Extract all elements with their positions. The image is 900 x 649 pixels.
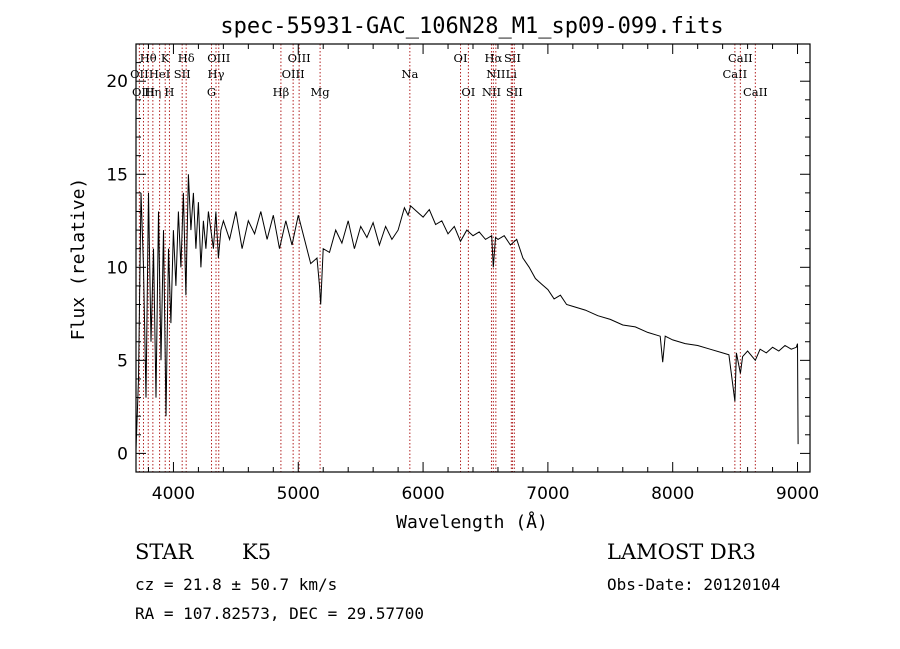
y-axis: 0 5 10 15 20 <box>106 62 810 464</box>
spectral-line-label: Hδ <box>178 51 195 65</box>
x-tick-label: 4000 <box>152 484 195 504</box>
chart-title: spec-55931-GAC_106N28_M1_sp09-099.fits <box>220 14 723 39</box>
spectral-line-label: K <box>161 51 170 65</box>
spectral-line-label: OIII <box>282 67 305 81</box>
y-tick-label: 20 <box>106 72 128 92</box>
spectral-line-label: OII <box>130 67 149 81</box>
spectral-line-label: G <box>207 85 216 99</box>
spectral-line-label: SII <box>504 51 521 65</box>
spectral-line-markers: HθOIIOIIIHηHeIKHSIIHδGHγOIIIHβOIIIOIIIMg… <box>130 44 768 472</box>
object-subclass: K5 <box>242 540 272 564</box>
plot-frame <box>135 43 811 473</box>
x-tick-label: 9000 <box>776 484 819 504</box>
spectral-line-label: NII <box>486 67 505 81</box>
spectral-line-label: CaII <box>722 67 747 81</box>
spectral-line-label: SII <box>506 85 523 99</box>
y-tick-label: 5 <box>117 351 128 371</box>
spectral-line-label: SII <box>174 67 191 81</box>
y-tick-label: 0 <box>117 444 128 464</box>
redshift-velocity: cz = 21.8 ± 50.7 km/s <box>135 575 338 594</box>
spectral-line-label: Hα <box>484 51 502 65</box>
x-tick-label: 6000 <box>401 484 444 504</box>
x-tick-label: 7000 <box>526 484 569 504</box>
y-tick-label: 15 <box>106 165 128 185</box>
y-axis-label: Flux (relative) <box>68 178 89 341</box>
spectral-line-label: NII <box>482 85 501 99</box>
object-class: STAR <box>135 540 194 564</box>
spectral-line-label: Mg <box>311 85 331 99</box>
x-tick-label: 5000 <box>277 484 320 504</box>
spectral-line-label: CaII <box>728 51 753 65</box>
spectral-line-label: OI <box>461 85 475 99</box>
spectral-line-label: OIII <box>207 51 230 65</box>
y-tick-label: 10 <box>106 258 128 278</box>
spectral-line-label: OIII <box>132 85 155 99</box>
spectral-line-label: Hβ <box>273 85 290 99</box>
spectral-line-label: Na <box>401 67 418 81</box>
spectral-line-label: OI <box>454 51 468 65</box>
spectral-line-label: H <box>164 85 174 99</box>
x-axis-label: Wavelength (Å) <box>396 511 548 533</box>
coordinates: RA = 107.82573, DEC = 29.57700 <box>135 604 424 623</box>
spectral-line-label: HeI <box>149 67 170 81</box>
spectral-line-label: OIII <box>288 51 311 65</box>
spectral-line-label: Hγ <box>208 67 225 81</box>
spectral-line-label: Li <box>506 67 518 81</box>
spectral-line-label: Hθ <box>140 51 157 65</box>
spectral-line-label: CaII <box>743 85 768 99</box>
x-axis: 4000 5000 6000 7000 8000 9000 <box>147 44 819 504</box>
survey-name: LAMOST DR3 <box>607 540 756 564</box>
observation-date: Obs-Date: 20120104 <box>607 575 781 594</box>
flux-series-line <box>135 174 799 450</box>
spectral-line-label: Hη <box>144 85 161 99</box>
x-tick-label: 8000 <box>651 484 694 504</box>
